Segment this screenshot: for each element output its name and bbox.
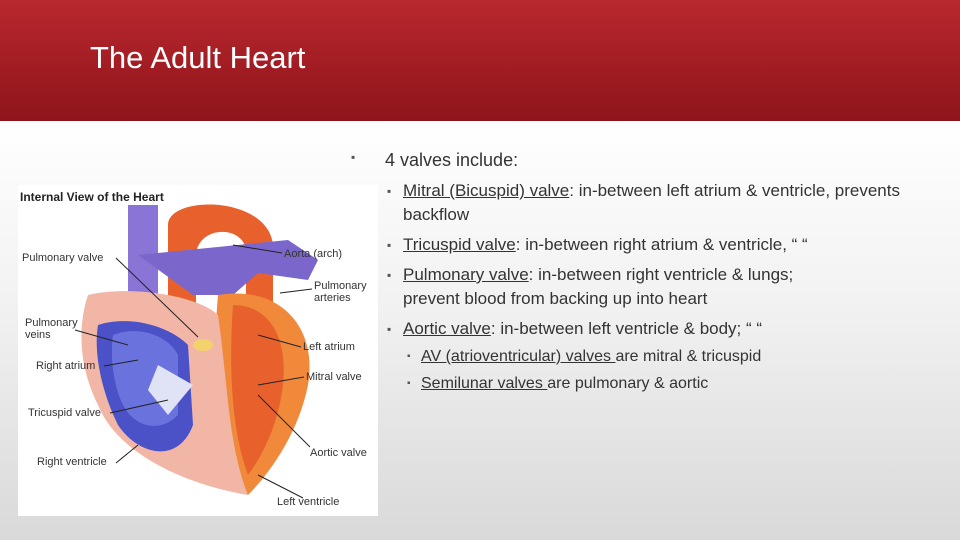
bullet-item: Pulmonary valve: in-between right ventri… [387, 263, 823, 311]
heart-figure: Internal View of the Heart Pulmonary val… [18, 185, 378, 516]
note-text: are mitral & tricuspid [615, 348, 762, 365]
figure-label: Left atrium [303, 341, 355, 353]
header-bar: The Adult Heart [0, 0, 960, 121]
note-term: AV (atrioventricular) valves [421, 348, 616, 365]
figure-label: Aortic valve [310, 447, 367, 459]
figure-label: Pulmonary veins [25, 317, 78, 341]
heart-drawing [74, 204, 318, 499]
valve-term: Mitral (Bicuspid) valve [403, 181, 570, 200]
valve-term: Aortic valve [403, 319, 491, 338]
valve-description: : in-between right atrium & ventricle, “… [515, 235, 808, 254]
slide-title: The Adult Heart [90, 40, 306, 75]
valve-term: Tricuspid valve [403, 235, 516, 254]
figure-label: Tricuspid valve [28, 407, 101, 419]
sub-bullet: AV (atrioventricular) valves are mitral … [407, 347, 938, 367]
bullet-heading: 4 valves include: [351, 150, 938, 171]
valve-description: : in-between right ventricle & lungs; pr… [403, 265, 794, 308]
figure-label: Right ventricle [37, 456, 107, 468]
valve-term: Pulmonary valve [403, 265, 529, 284]
figure-label: Pulmonary valve [22, 252, 104, 264]
bullet-item: Aortic valve: in-between left ventricle … [387, 317, 913, 341]
note-term: Semilunar valves [421, 375, 548, 392]
figure-label: Aorta (arch) [284, 248, 343, 260]
valve-description: : in-between left ventricle & body; “ “ [490, 319, 763, 338]
bullet-item: Mitral (Bicuspid) valve: in-between left… [387, 179, 913, 227]
figure-title: Internal View of the Heart [20, 190, 164, 204]
sub-bullet: Semilunar valves are pulmonary & aortic [407, 374, 938, 394]
valve-description: : in-between left atrium & ventricle, pr… [403, 181, 900, 224]
note-text: are pulmonary & aortic [547, 375, 709, 392]
figure-label: Left ventricle [277, 496, 340, 508]
bullet-item: Tricuspid valve: in-between right atrium… [387, 233, 913, 257]
figure-label: Right atrium [36, 360, 96, 372]
bullet-list: 4 valves include: Mitral (Bicuspid) valv… [351, 150, 938, 401]
figure-label: Mitral valve [306, 371, 362, 383]
figure-label: Pulmonary arteries [314, 280, 367, 304]
